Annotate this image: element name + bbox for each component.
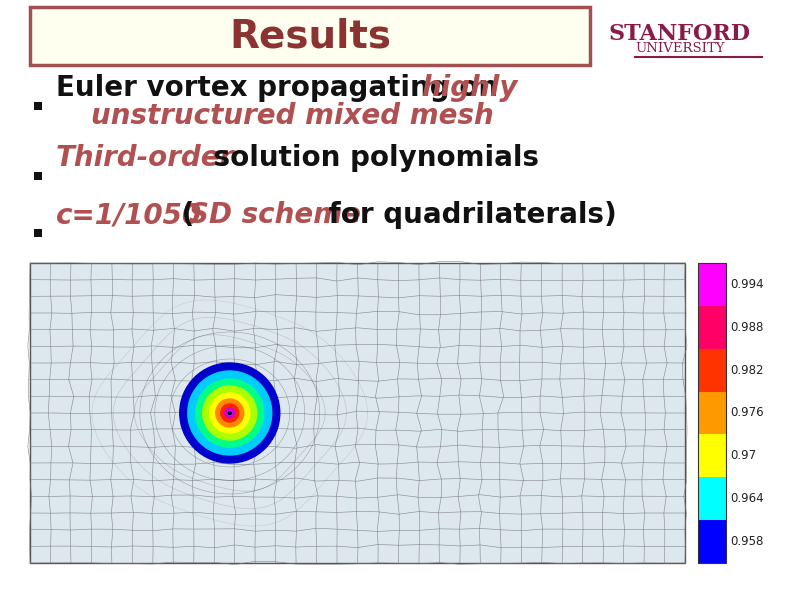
FancyBboxPatch shape	[698, 434, 726, 477]
FancyBboxPatch shape	[30, 263, 685, 563]
Text: 0.982: 0.982	[730, 364, 764, 377]
FancyBboxPatch shape	[698, 263, 726, 306]
Text: UNIVERSITY: UNIVERSITY	[635, 42, 725, 55]
Circle shape	[210, 393, 250, 433]
Text: unstructured mixed mesh: unstructured mixed mesh	[91, 102, 494, 130]
Circle shape	[225, 408, 235, 418]
Text: Third-order: Third-order	[56, 144, 234, 172]
Text: 0.958: 0.958	[730, 535, 763, 548]
Text: highly: highly	[421, 74, 518, 102]
FancyBboxPatch shape	[34, 229, 42, 237]
Circle shape	[179, 363, 279, 463]
FancyBboxPatch shape	[34, 172, 42, 180]
FancyBboxPatch shape	[698, 477, 726, 520]
Text: 0.976: 0.976	[730, 406, 764, 419]
Text: STANFORD: STANFORD	[609, 23, 751, 45]
FancyBboxPatch shape	[698, 392, 726, 434]
Text: 0.994: 0.994	[730, 278, 764, 291]
Text: 0.988: 0.988	[730, 321, 763, 334]
Circle shape	[229, 412, 231, 415]
Text: 0.964: 0.964	[730, 492, 764, 505]
Text: c=1/1050: c=1/1050	[56, 201, 202, 229]
Text: 0.97: 0.97	[730, 449, 756, 462]
Text: solution polynomials: solution polynomials	[204, 144, 539, 172]
Circle shape	[216, 399, 244, 427]
FancyBboxPatch shape	[30, 7, 590, 65]
Circle shape	[221, 404, 239, 422]
FancyBboxPatch shape	[698, 349, 726, 392]
Text: for quadrilaterals): for quadrilaterals)	[319, 201, 617, 229]
Circle shape	[196, 379, 264, 447]
Circle shape	[187, 371, 272, 455]
FancyBboxPatch shape	[698, 520, 726, 563]
Text: (: (	[172, 201, 195, 229]
Circle shape	[202, 386, 256, 440]
Circle shape	[228, 411, 232, 415]
Text: Results: Results	[229, 17, 391, 55]
Text: SD scheme: SD scheme	[189, 201, 361, 229]
Text: Euler vortex propagating on: Euler vortex propagating on	[56, 74, 507, 102]
FancyBboxPatch shape	[34, 102, 42, 110]
FancyBboxPatch shape	[698, 306, 726, 349]
